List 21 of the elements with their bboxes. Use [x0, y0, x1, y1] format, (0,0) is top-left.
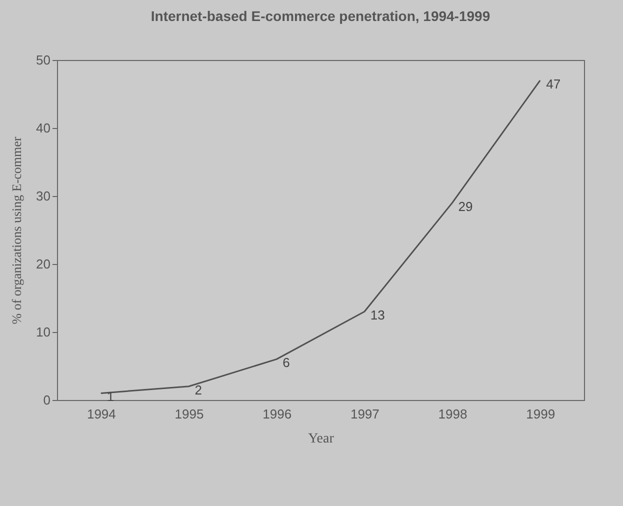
- data-label: 6: [282, 355, 290, 370]
- x-tick-label: 1996: [262, 406, 292, 422]
- data-label: 13: [370, 308, 385, 323]
- y-tick-label: 40: [36, 120, 50, 136]
- x-tick-label: 1994: [86, 406, 116, 422]
- x-tick-label: 1999: [526, 406, 556, 422]
- chart-title: Internet-based E-commerce penetration, 1994-1999: [150, 8, 490, 24]
- y-tick-label: 10: [36, 324, 50, 340]
- y-tick-label: 0: [43, 392, 50, 408]
- x-tick-label: 1995: [174, 406, 204, 422]
- y-tick-label: 50: [36, 52, 50, 68]
- x-tick-label: 1998: [438, 406, 468, 422]
- y-tick-label: 30: [36, 188, 50, 204]
- line-series: [100, 80, 541, 394]
- y-axis-title: % of organizations using E-commer: [9, 136, 24, 324]
- y-tick-label: 20: [36, 256, 50, 272]
- x-tick-label: 1997: [350, 406, 380, 422]
- data-label: 2: [194, 382, 202, 398]
- data-label: 29: [458, 198, 473, 214]
- x-axis-title: Year: [308, 432, 334, 446]
- data-label: 47: [546, 76, 561, 92]
